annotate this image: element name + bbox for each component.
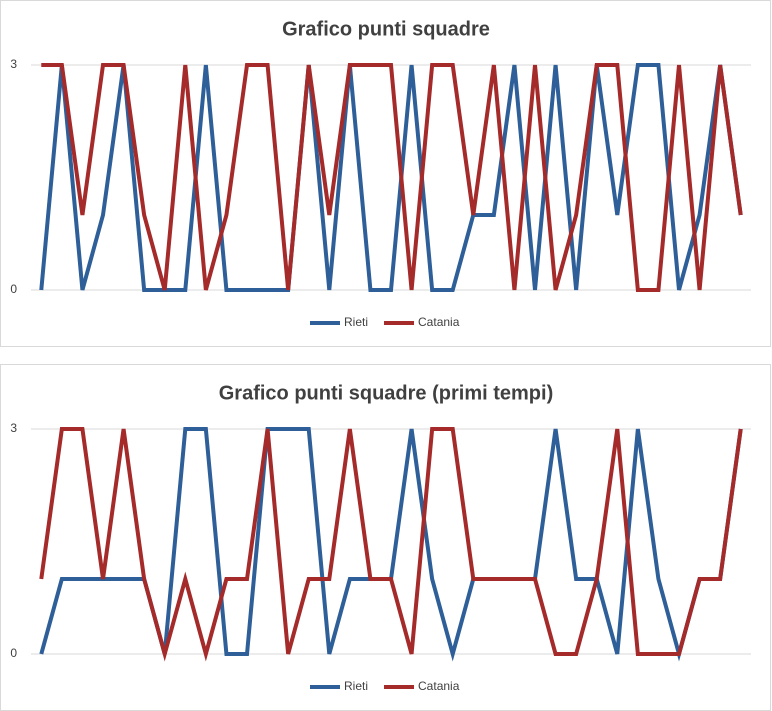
data-line	[41, 63, 743, 292]
panel-border	[0, 364, 771, 711]
data-line	[39, 427, 743, 662]
legend-label: Rieti	[344, 679, 368, 693]
panel-border	[0, 0, 771, 347]
chart-title: Grafico punti squadre	[282, 18, 490, 40]
y-tick-label: 3	[10, 57, 17, 71]
chart-panel: Grafico punti squadre 0 3 Rieti Catania	[0, 0, 771, 347]
chart-panel: Grafico punti squadre (primi tempi) 0 3 Rie…	[0, 364, 771, 711]
chart-title: Grafico punti squadre (primi tempi)	[219, 382, 553, 404]
legend-label: Catania	[418, 679, 460, 693]
y-tick-label: 0	[10, 282, 17, 296]
y-tick-label: 3	[10, 421, 17, 435]
y-tick-label: 0	[10, 646, 17, 660]
legend-label: Catania	[418, 315, 460, 329]
data-line	[39, 63, 743, 292]
legend-label: Rieti	[344, 315, 368, 329]
